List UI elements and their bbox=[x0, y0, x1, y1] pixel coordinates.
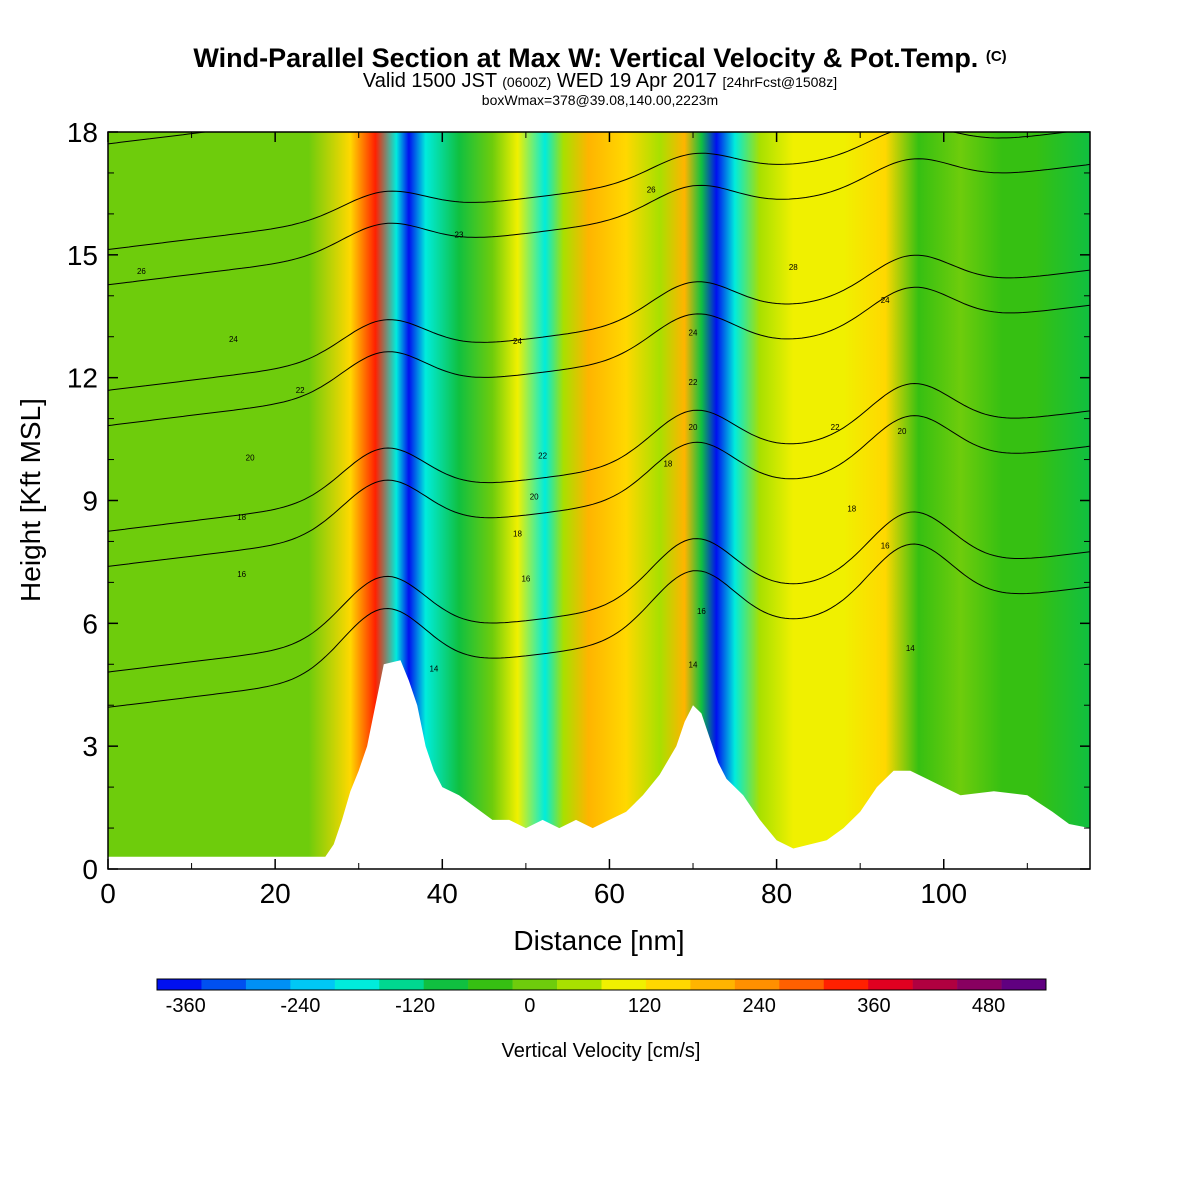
contour-label: 24 bbox=[881, 296, 890, 305]
colorbar-swatch bbox=[912, 979, 958, 990]
theta-contour bbox=[108, 158, 1090, 286]
colorbar-swatch bbox=[379, 979, 424, 990]
terrain bbox=[108, 660, 1090, 869]
contour-label: 22 bbox=[831, 423, 840, 432]
colorbar-swatch bbox=[823, 979, 869, 990]
x-tick-label: 40 bbox=[427, 878, 458, 909]
colorbar-swatch bbox=[512, 979, 558, 990]
contour-label: 16 bbox=[697, 607, 706, 616]
colorbar-swatch bbox=[1001, 979, 1047, 990]
contour-label: 14 bbox=[906, 644, 915, 653]
contour-label: 24 bbox=[689, 329, 698, 338]
contour-label: 28 bbox=[789, 263, 798, 272]
contour-label: 18 bbox=[513, 529, 522, 538]
x-tick-label: 20 bbox=[260, 878, 291, 909]
valid-time: Valid 1500 JST bbox=[362, 70, 497, 92]
colorbar-swatch bbox=[423, 979, 469, 990]
colorbar-swatch bbox=[690, 979, 736, 990]
chart-subtitle: Valid 1500 JST (0600Z) WED 19 Apr 2017 [… bbox=[0, 71, 1200, 92]
colorbar: -360 -240 -120 0 120 240 360 480 bbox=[156, 978, 1047, 1017]
contour-label: 20 bbox=[898, 427, 907, 436]
colorbar-swatch bbox=[779, 979, 825, 990]
contour-labels: 26 24 22 20 18 16 14 26 23 24 22 20 18 16 24 22 20 18 16 14… bbox=[137, 185, 915, 673]
colorbar-swatch bbox=[557, 979, 602, 990]
colorbar-swatch bbox=[601, 979, 647, 990]
contour-label: 23 bbox=[455, 230, 464, 239]
colorbar-swatch bbox=[468, 979, 513, 990]
y-tick-label: 15 bbox=[67, 240, 98, 271]
contour-label: 20 bbox=[246, 454, 255, 463]
theta-contour bbox=[108, 286, 1090, 427]
forecast-info: [24hrFcst@1508z] bbox=[722, 74, 838, 90]
colorbar-swatch bbox=[290, 979, 336, 990]
potential-temperature-contours bbox=[108, 91, 1090, 708]
colorbar-tick-label: 240 bbox=[743, 995, 776, 1017]
colorbar-swatch bbox=[157, 979, 202, 990]
vertical-velocity-field bbox=[108, 132, 1090, 869]
title-block: Wind-Parallel Section at Max W: Vertical… bbox=[0, 42, 1200, 108]
x-axis: 0 20 40 60 80 100 bbox=[100, 132, 1028, 909]
y-tick-label: 18 bbox=[67, 117, 98, 148]
colorbar-swatch bbox=[201, 979, 247, 990]
y-tick-label: 0 bbox=[82, 854, 98, 885]
x-axis-label: Distance [nm] bbox=[513, 925, 684, 956]
contour-label: 16 bbox=[521, 574, 530, 583]
colorbar-swatch bbox=[245, 979, 291, 990]
contour-label: 24 bbox=[229, 335, 238, 344]
colorbar-tick-label: -120 bbox=[395, 995, 435, 1017]
contour-label: 20 bbox=[530, 492, 539, 501]
contour-label: 24 bbox=[513, 337, 522, 346]
contour-label: 22 bbox=[538, 452, 547, 461]
y-axis: 0 3 6 9 12 15 18 bbox=[67, 117, 1090, 885]
theta-contour bbox=[108, 91, 1090, 109]
colorbar-label: Vertical Velocity [cm/s] bbox=[502, 1040, 701, 1062]
y-tick-label: 9 bbox=[82, 486, 98, 517]
y-tick-label: 6 bbox=[82, 608, 98, 639]
contour-label: 26 bbox=[137, 267, 146, 276]
theta-contour bbox=[108, 254, 1090, 391]
colorbar-tick-label: 360 bbox=[857, 995, 890, 1017]
chart-title: Wind-Parallel Section at Max W: Vertical… bbox=[0, 42, 1200, 73]
y-axis-label: Height [Kft MSL] bbox=[15, 398, 46, 602]
x-tick-label: 100 bbox=[920, 878, 967, 909]
contour-label: 26 bbox=[647, 185, 656, 194]
valid-date: WED 19 Apr 2017 bbox=[556, 70, 717, 92]
contour-label: 18 bbox=[847, 505, 856, 514]
colorbar-swatch bbox=[957, 979, 1002, 990]
colorbar-swatch bbox=[645, 979, 691, 990]
contour-label: 18 bbox=[663, 460, 672, 469]
chart-title-text: Wind-Parallel Section at Max W: Vertical… bbox=[193, 43, 979, 73]
x-tick-label: 60 bbox=[594, 878, 625, 909]
theta-contour bbox=[108, 415, 1090, 567]
theta-contour bbox=[108, 511, 1090, 673]
copyright-mark: (C) bbox=[985, 48, 1007, 65]
contour-label: 14 bbox=[429, 664, 438, 673]
plot-area: 26 24 22 20 18 16 14 26 23 24 22 20 18 16 24 22 20 18 16 14… bbox=[108, 91, 1090, 869]
contour-label: 22 bbox=[296, 386, 305, 395]
theta-contour bbox=[108, 382, 1090, 532]
colorbar-swatch bbox=[734, 979, 780, 990]
contour-label: 18 bbox=[237, 513, 246, 522]
theta-contour bbox=[108, 132, 1072, 250]
contour-label: 22 bbox=[689, 378, 698, 387]
contour-label: 20 bbox=[689, 423, 698, 432]
theta-contour bbox=[108, 543, 1090, 708]
y-tick-label: 3 bbox=[82, 731, 98, 762]
colorbar-tick-label: 120 bbox=[628, 995, 661, 1017]
contour-label: 16 bbox=[237, 570, 246, 579]
colorbar-swatch bbox=[334, 979, 380, 990]
colorbar-swatch bbox=[868, 979, 913, 990]
contour-label: 16 bbox=[881, 542, 890, 551]
colorbar-tick-label: 480 bbox=[972, 995, 1005, 1017]
colorbar-tick-label: 0 bbox=[524, 995, 535, 1017]
zulu-time: (0600Z) bbox=[502, 74, 552, 90]
x-tick-label: 80 bbox=[761, 878, 792, 909]
contour-label: 14 bbox=[689, 660, 698, 669]
x-tick-label: 0 bbox=[100, 878, 116, 909]
colorbar-tick-label: -360 bbox=[166, 995, 206, 1017]
colorbar-tick-label: -240 bbox=[280, 995, 320, 1017]
box-info: boxWmax=378@39.08,140.00,2223m bbox=[481, 92, 719, 108]
y-tick-label: 12 bbox=[67, 363, 98, 394]
